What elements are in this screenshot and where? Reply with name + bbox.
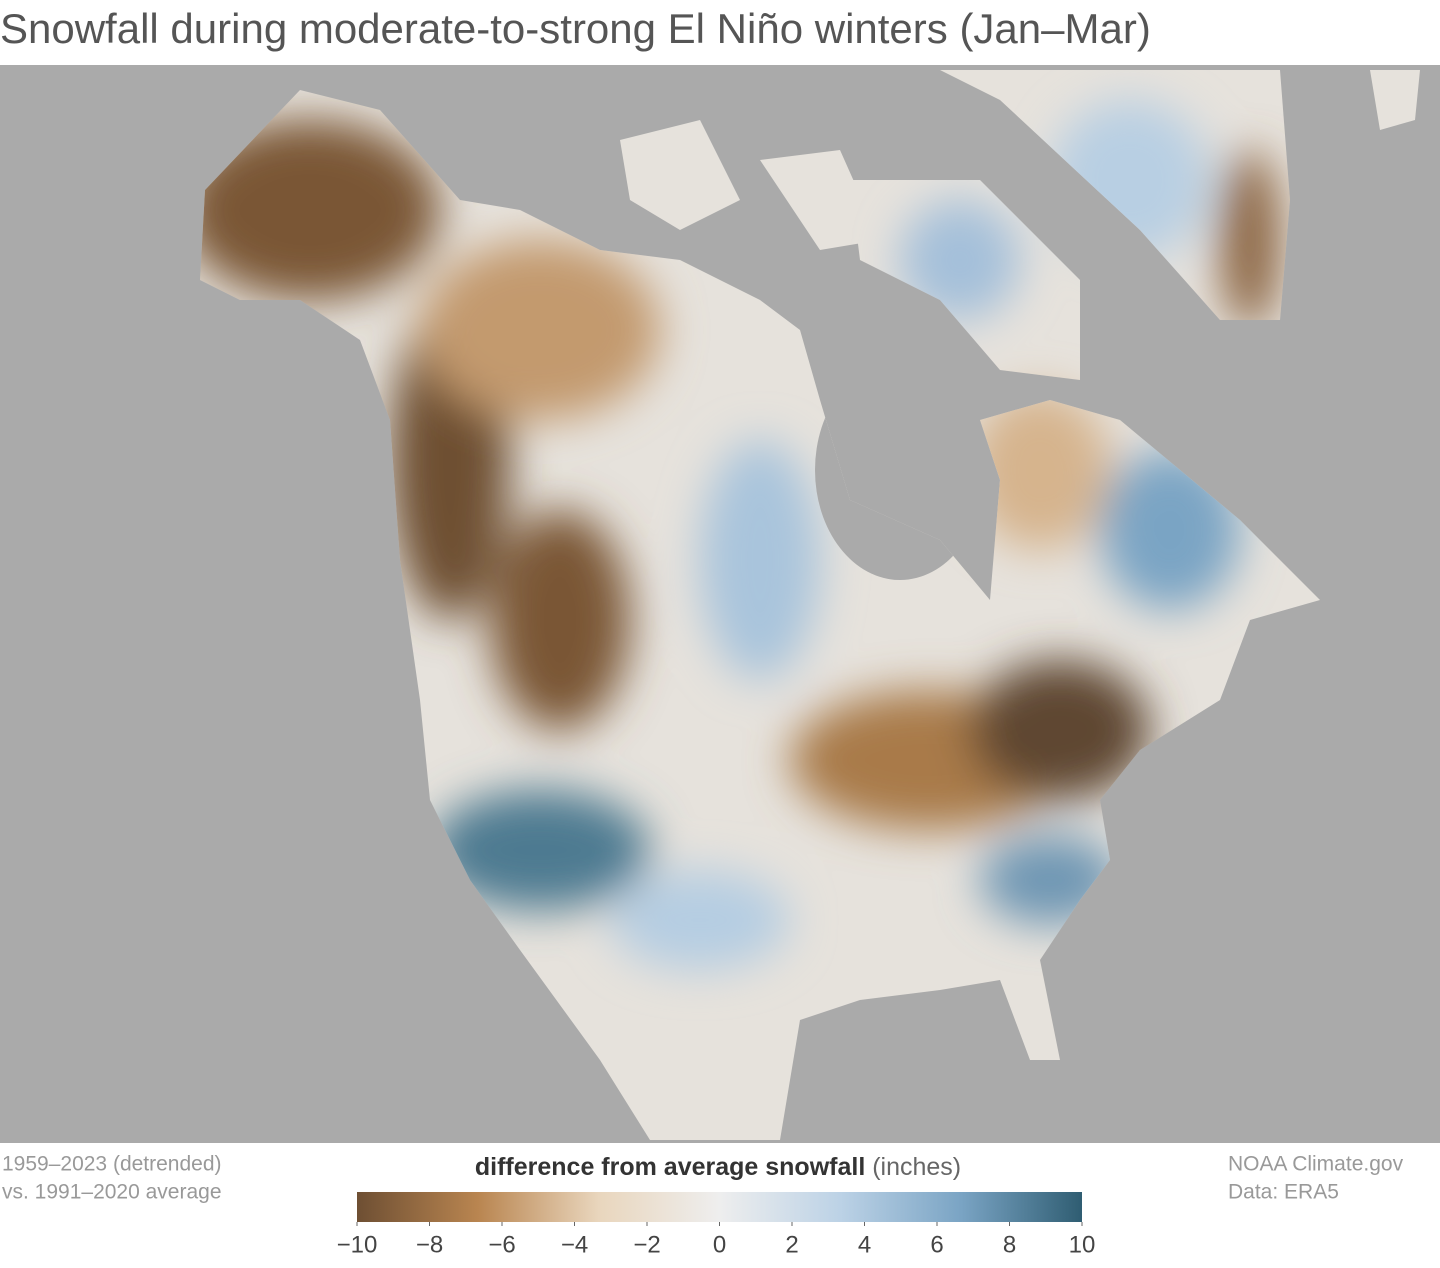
colorbar-tick-label: −10 xyxy=(337,1231,378,1258)
legend-title: difference from average snowfall (inches… xyxy=(475,1153,961,1181)
legend-unit: (inches) xyxy=(872,1153,961,1181)
colorbar-tick-label: 0 xyxy=(713,1231,726,1258)
anomaly xyxy=(900,200,1020,320)
colorbar xyxy=(357,1192,1082,1222)
colorbar-tick-label: −8 xyxy=(416,1231,443,1258)
colorbar-tick-label: −2 xyxy=(633,1231,660,1258)
anomaly xyxy=(490,510,630,730)
anomaly xyxy=(610,870,790,970)
colorbar-tick-label: −6 xyxy=(488,1231,515,1258)
colorbar-tick-label: 4 xyxy=(858,1231,871,1258)
period-note: 1959–2023 (detrended) xyxy=(2,1153,222,1176)
colorbar-tick-label: 10 xyxy=(1069,1231,1096,1258)
legend-title-text: difference from average snowfall xyxy=(475,1153,865,1181)
credit: NOAA Climate.gov xyxy=(1228,1153,1404,1176)
colorbar-tick-label: 8 xyxy=(1003,1231,1016,1258)
period-note: vs. 1991–2020 average xyxy=(2,1181,222,1204)
anomaly xyxy=(420,240,660,420)
credit: Data: ERA5 xyxy=(1228,1181,1339,1204)
title: Snowfall during moderate-to-strong El Ni… xyxy=(0,5,1151,52)
anomaly xyxy=(200,120,440,300)
anomaly xyxy=(430,790,650,910)
anomaly xyxy=(970,660,1150,800)
colorbar-tick-label: 2 xyxy=(785,1231,798,1258)
anomaly xyxy=(1220,150,1280,330)
anomaly xyxy=(700,440,820,680)
anomaly xyxy=(970,390,1110,550)
colorbar-tick-label: −4 xyxy=(561,1231,588,1258)
colorbar-tick-label: 6 xyxy=(930,1231,943,1258)
